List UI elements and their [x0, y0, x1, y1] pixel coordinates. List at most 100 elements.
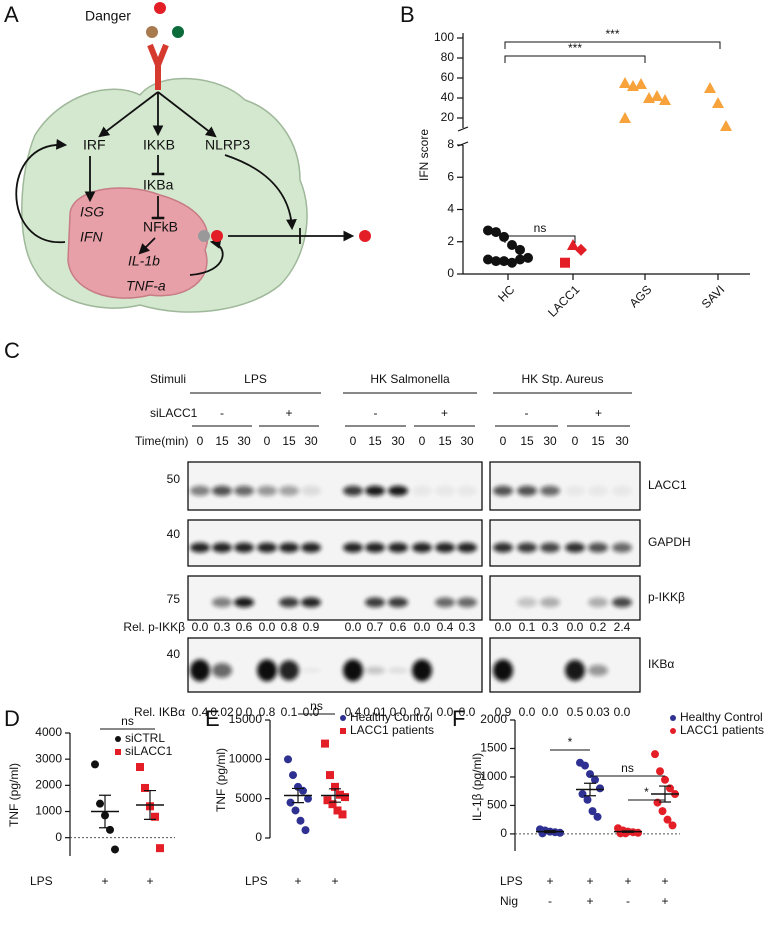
y-tick-label: 0: [55, 830, 62, 844]
point: [499, 231, 509, 242]
x-tick-label: HC: [495, 282, 517, 304]
time-point: 0: [197, 434, 204, 448]
error-bar: [622, 830, 634, 833]
y-tick-label: 15000: [229, 712, 263, 726]
time-point: 0: [500, 434, 507, 448]
point: [663, 815, 672, 824]
blot-frame: [187, 461, 483, 511]
sirna-state: -: [220, 406, 224, 420]
point: [326, 771, 334, 780]
y-axis-title: IL-1β (pg/ml): [470, 753, 484, 821]
rel-value: 0.0: [259, 620, 276, 634]
time-point: 15: [282, 434, 296, 448]
point: [483, 254, 493, 265]
blot-band: [517, 542, 537, 553]
blot-band: [190, 542, 210, 553]
point: [581, 761, 589, 770]
point: [483, 225, 493, 236]
blot-band: [388, 597, 408, 608]
blot-band: [212, 542, 232, 553]
legend-label: siCTRL: [125, 731, 165, 745]
significance-label: ***: [568, 41, 582, 55]
time-point: 30: [615, 434, 629, 448]
y-tick-label: 1000: [35, 804, 62, 818]
condition-label: LPS: [245, 874, 268, 888]
blot-band: [301, 542, 321, 553]
condition-value: +: [294, 874, 301, 888]
sirna-state: +: [441, 406, 448, 420]
condition-label: LPS: [500, 874, 523, 888]
rel-value: 0.0: [303, 705, 320, 719]
blot-band: [493, 542, 513, 553]
y-tick-label: 8: [447, 137, 454, 151]
blot-band: [412, 485, 432, 496]
point: [136, 763, 144, 772]
blot-band: [279, 542, 299, 553]
condition-value: +: [101, 874, 108, 888]
mw-marker: 75: [167, 592, 181, 606]
blot-band: [234, 485, 254, 496]
blot-band: [234, 597, 254, 608]
y-tick-label: 2000: [35, 778, 62, 792]
y-axis-title: TNF (pg/ml): [7, 763, 21, 827]
rel-value: 0.5: [567, 705, 584, 719]
point: [341, 793, 349, 802]
condition-value: -: [626, 894, 630, 908]
blot-band: [493, 659, 513, 682]
significance-bracket: [504, 235, 576, 243]
point: [523, 252, 533, 263]
rel-label: Rel. IKBα: [134, 705, 185, 719]
y-tick-label: 2: [447, 234, 454, 248]
y-tick-label: 500: [487, 798, 507, 812]
time-point: 30: [543, 434, 557, 448]
point: [106, 825, 114, 834]
band-label: LACC1: [648, 478, 687, 492]
danger-signal: [172, 26, 184, 38]
pro-cytokine: [198, 230, 210, 242]
blot-band: [588, 542, 608, 553]
rel-value: 0.3: [542, 620, 559, 634]
significance-label: *: [644, 785, 649, 799]
point: [331, 782, 339, 791]
point: [515, 244, 525, 255]
point: [336, 790, 344, 799]
blot-band: [565, 485, 585, 496]
blot-band: [343, 485, 363, 496]
rel-value: 0.6: [390, 620, 407, 634]
receptor: [147, 43, 169, 90]
blot-band: [365, 597, 385, 608]
blot-band: [234, 542, 254, 553]
rel-value: 0.0: [414, 620, 431, 634]
point: [507, 239, 517, 250]
rel-value: 0.02: [210, 705, 234, 719]
time-point: 30: [460, 434, 474, 448]
point: [651, 750, 659, 759]
blot-band: [365, 485, 385, 496]
rel-value: 0.0: [192, 620, 209, 634]
error-bar: [584, 782, 596, 797]
y-axis-title: TNF (pg/ml): [214, 748, 228, 812]
point: [567, 238, 579, 250]
header-label: Stimuli: [150, 372, 186, 386]
band-label: IKBα: [648, 657, 674, 671]
panel-label: A: [4, 2, 19, 27]
blot-band: [565, 542, 585, 553]
blot-band: [612, 485, 632, 496]
time-point: 0: [264, 434, 271, 448]
error-bar: [144, 789, 156, 820]
rel-label: Rel. p-IKKβ: [123, 620, 185, 634]
condition-value: +: [661, 874, 668, 888]
blot-band: [588, 597, 608, 608]
blot-band: [388, 485, 408, 496]
node-label: NFkB: [143, 219, 178, 235]
blot-band: [257, 542, 277, 553]
point: [321, 739, 329, 748]
significance-label: ns: [621, 761, 634, 775]
legend-label: siLACC1: [125, 744, 173, 758]
stimulus: LPS: [244, 372, 267, 386]
point: [328, 800, 337, 809]
blot-band: [435, 485, 455, 496]
point: [340, 715, 346, 721]
cytokine: [359, 230, 371, 242]
point: [670, 728, 676, 734]
